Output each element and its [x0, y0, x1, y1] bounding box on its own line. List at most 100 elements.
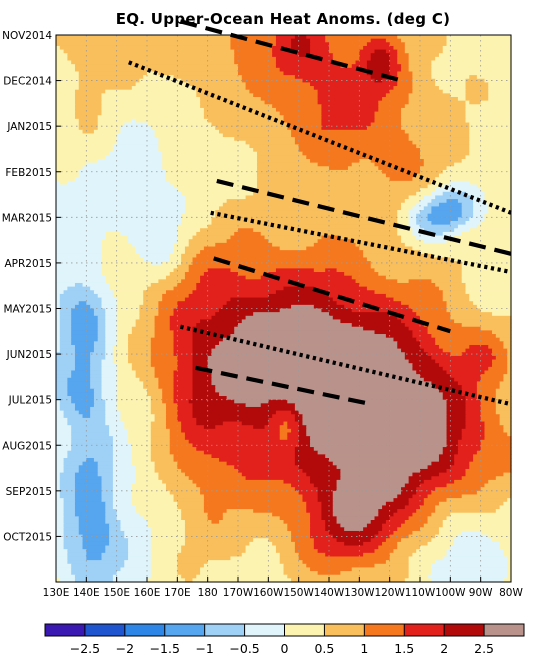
anomaly-cell — [154, 370, 175, 375]
anomaly-cell — [499, 337, 512, 342]
anomaly-cell — [241, 472, 307, 477]
anomaly-cell — [165, 406, 178, 412]
anomaly-cell — [150, 447, 171, 452]
anomaly-cell — [412, 82, 436, 87]
anomaly-cell — [101, 476, 114, 481]
anomaly-cell — [275, 56, 334, 62]
anomaly-cell — [56, 370, 72, 375]
anomaly-cell — [196, 483, 292, 488]
anomaly-cell — [105, 155, 163, 160]
anomaly-cell — [484, 78, 512, 84]
anomaly-cell — [283, 115, 323, 120]
anomaly-cell — [438, 454, 455, 459]
anomaly-cell — [139, 512, 182, 517]
x-tick-label: 160E — [134, 587, 161, 599]
anomaly-cell — [310, 158, 360, 164]
anomaly-cell — [438, 501, 505, 507]
anomaly-cell — [116, 512, 141, 517]
anomaly-cell — [97, 126, 122, 131]
anomaly-cell — [294, 549, 319, 554]
anomaly-cell — [56, 436, 72, 441]
anomaly-cell — [97, 122, 125, 127]
anomaly-cell — [56, 246, 103, 251]
anomaly-cell — [306, 509, 323, 514]
anomaly-cell — [78, 82, 137, 87]
anomaly-cell — [150, 282, 178, 288]
anomaly-cell — [332, 315, 398, 321]
anomaly-cell — [154, 417, 167, 423]
anomaly-cell — [469, 75, 478, 80]
anomaly-cell — [275, 38, 292, 43]
anomaly-cell — [431, 71, 512, 76]
anomaly-cell — [416, 144, 470, 149]
anomaly-cell — [408, 501, 425, 507]
anomaly-cell — [90, 304, 103, 310]
anomaly-cell — [435, 337, 501, 342]
x-tick-label: 140W — [314, 587, 345, 599]
anomaly-cell — [435, 82, 467, 87]
anomaly-cell — [59, 490, 76, 496]
anomaly-cell — [238, 468, 304, 474]
anomaly-cell — [131, 498, 175, 503]
anomaly-cell — [397, 78, 414, 84]
anomaly-cell — [177, 410, 194, 415]
anomaly-cell — [412, 472, 440, 477]
anomaly-cell — [150, 439, 171, 445]
anomaly-cell — [188, 264, 372, 269]
x-tick-label: 180 — [198, 587, 218, 599]
anomaly-cell — [340, 571, 410, 576]
anomaly-cell — [56, 264, 103, 269]
anomaly-cell — [351, 323, 406, 328]
anomaly-cell — [374, 78, 383, 84]
anomaly-cell — [389, 89, 414, 94]
anomaly-cell — [116, 385, 144, 390]
colorbar-tick-label: 1.5 — [394, 641, 414, 656]
anomaly-cell — [507, 355, 512, 361]
anomaly-cell — [56, 60, 72, 65]
anomaly-cell — [302, 151, 421, 156]
colorbar-tick-label: −1 — [195, 641, 213, 656]
anomaly-cell — [158, 301, 178, 306]
anomaly-cell — [74, 100, 103, 105]
anomaly-cell — [420, 505, 436, 510]
anomaly-cell — [279, 111, 323, 116]
anomaly-cell — [420, 374, 451, 379]
anomaly-cell — [154, 129, 220, 135]
anomaly-cell — [124, 122, 148, 127]
anomaly-cell — [56, 396, 72, 401]
anomaly-cell — [317, 89, 391, 94]
anomaly-cell — [203, 425, 216, 430]
anomaly-cell — [101, 396, 118, 401]
anomaly-cell — [101, 377, 118, 383]
anomaly-field — [56, 35, 512, 583]
anomaly-cell — [112, 498, 133, 503]
anomaly-cell — [340, 468, 421, 474]
anomaly-cell — [332, 490, 402, 496]
anomaly-cell — [56, 199, 186, 204]
anomaly-cell — [173, 341, 194, 346]
anomaly-cell — [192, 334, 232, 339]
anomaly-cell — [408, 574, 429, 579]
anomaly-cell — [408, 213, 417, 218]
anomaly-cell — [105, 399, 118, 404]
anomaly-cell — [128, 552, 152, 558]
anomaly-cell — [336, 487, 402, 492]
anomaly-cell — [457, 381, 478, 386]
anomaly-cell — [291, 538, 315, 543]
anomaly-cell — [503, 374, 512, 379]
anomaly-cell — [401, 319, 421, 324]
anomaly-cell — [139, 377, 159, 383]
anomaly-cell — [184, 523, 288, 528]
anomaly-cell — [442, 231, 463, 237]
anomaly-cell — [408, 137, 470, 142]
anomaly-cell — [131, 454, 152, 459]
anomaly-cell — [196, 417, 269, 423]
anomaly-cell — [56, 71, 80, 76]
anomaly-cell — [184, 541, 250, 547]
anomaly-cell — [275, 410, 292, 415]
anomaly-cell — [101, 483, 114, 488]
anomaly-cell — [74, 348, 95, 353]
anomaly-cell — [461, 210, 474, 215]
anomaly-cell — [469, 140, 512, 145]
anomaly-cell — [59, 304, 76, 310]
